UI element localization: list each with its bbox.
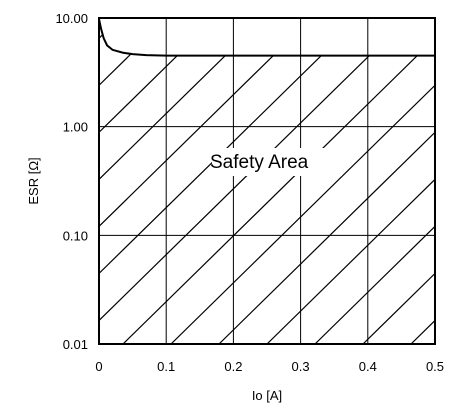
hatch-line bbox=[266, 18, 435, 344]
hatch-line bbox=[362, 18, 435, 344]
y-tick-label: 0.10 bbox=[63, 228, 88, 243]
hatch-line bbox=[410, 18, 435, 344]
hatch-line bbox=[99, 18, 435, 344]
hatch-line bbox=[170, 18, 435, 344]
grid-lines bbox=[99, 18, 435, 344]
hatch-line bbox=[99, 18, 435, 344]
y-tick-label: 0.01 bbox=[63, 337, 88, 352]
y-axis-title: ESR [Ω] bbox=[26, 157, 41, 204]
hatch-line bbox=[218, 18, 435, 344]
hatch-line bbox=[99, 18, 435, 344]
hatch-line bbox=[122, 18, 435, 344]
y-tick-label: 1.00 bbox=[63, 120, 88, 135]
x-axis-title: Io [A] bbox=[252, 388, 282, 403]
esr-boundary-curve bbox=[99, 18, 435, 57]
safety-area-label: Safety Area bbox=[210, 152, 309, 173]
x-tick-labels: 0 0.1 0.2 0.3 0.4 0.5 bbox=[95, 359, 444, 374]
y-tick-labels: 10.00 1.00 0.10 0.01 bbox=[55, 11, 88, 352]
plot-frame bbox=[98, 17, 436, 345]
annotation-background bbox=[212, 148, 342, 176]
y-tick-label: 10.00 bbox=[55, 11, 88, 26]
x-tick-label: 0.5 bbox=[426, 359, 444, 374]
x-tick-label: 0.1 bbox=[157, 359, 175, 374]
x-tick-label: 0.4 bbox=[359, 359, 377, 374]
safety-area-hatching bbox=[99, 0, 463, 344]
x-tick-label: 0.2 bbox=[224, 359, 242, 374]
x-tick-label: 0 bbox=[95, 359, 102, 374]
x-tick-label: 0.3 bbox=[292, 359, 310, 374]
hatch-line bbox=[459, 0, 463, 344]
